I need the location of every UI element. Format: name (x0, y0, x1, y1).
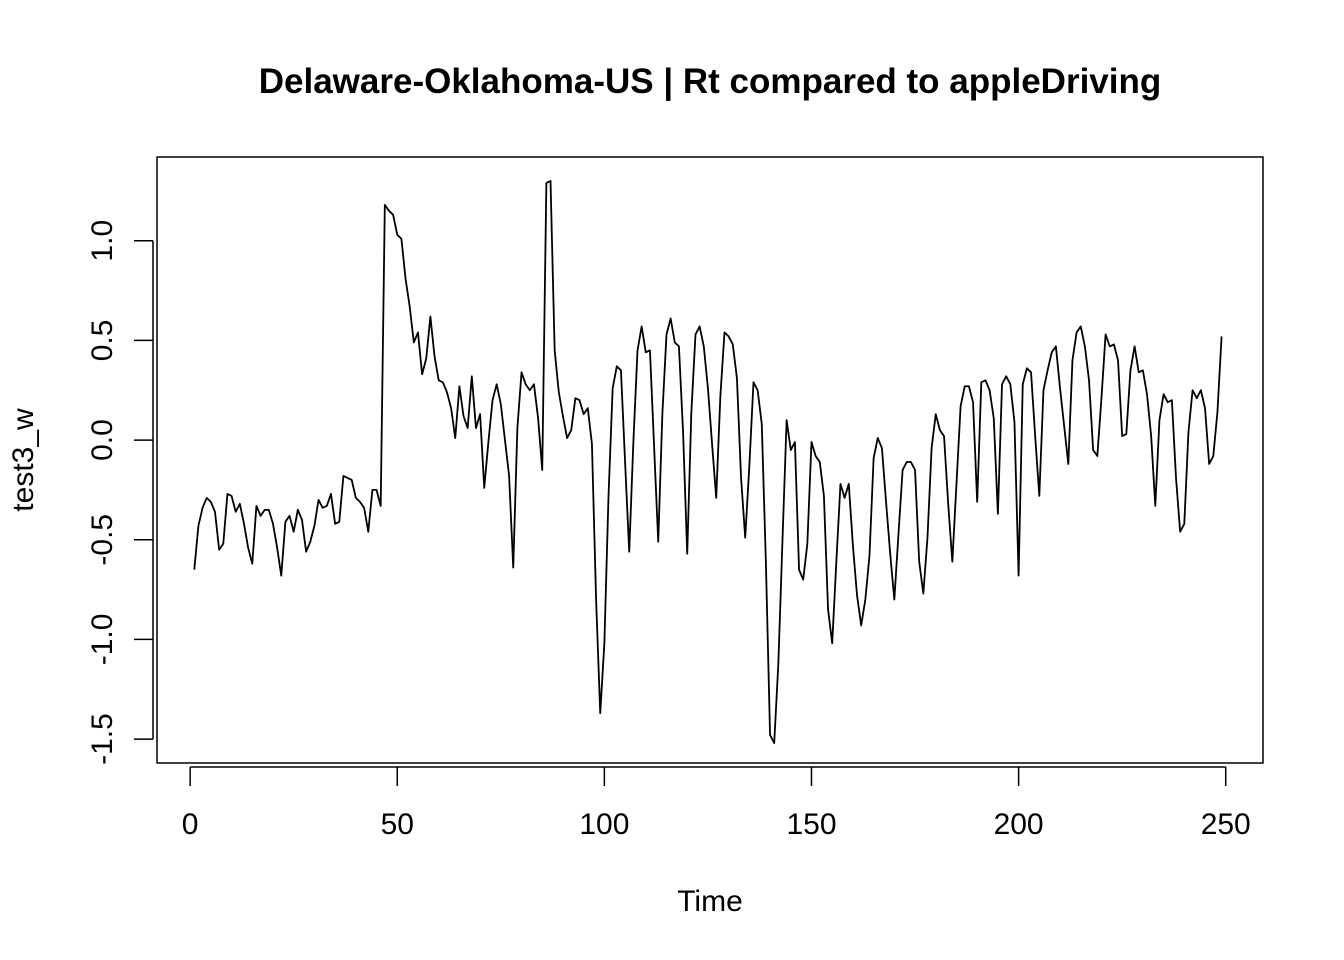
y-tick-label: 1.0 (86, 220, 119, 262)
y-axis: -1.5 -1.0 -0.5 0.0 0.5 1.0 (86, 220, 154, 765)
x-tick-label: 100 (579, 808, 629, 841)
x-tick-label: 150 (786, 808, 836, 841)
x-tick-label: 200 (994, 808, 1044, 841)
x-tick-label: 50 (381, 808, 414, 841)
x-tick-label: 0 (182, 808, 199, 841)
y-tick-label: -0.5 (86, 514, 119, 566)
chart-title: Delaware-Oklahoma-US | Rt compared to ap… (259, 62, 1162, 101)
x-axis-label: Time (677, 885, 743, 918)
series-line (193, 180, 1223, 744)
y-tick-label: -1.0 (86, 614, 119, 666)
y-tick-label: 0.5 (86, 320, 119, 362)
y-axis-label: test3_w (7, 408, 40, 512)
x-tick-label: 250 (1201, 808, 1251, 841)
plot-frame (156, 156, 1264, 764)
y-tick-label: -1.5 (86, 713, 119, 765)
x-axis: 0 50 100 150 200 250 (182, 766, 1251, 841)
y-tick-label: 0.0 (86, 419, 119, 461)
